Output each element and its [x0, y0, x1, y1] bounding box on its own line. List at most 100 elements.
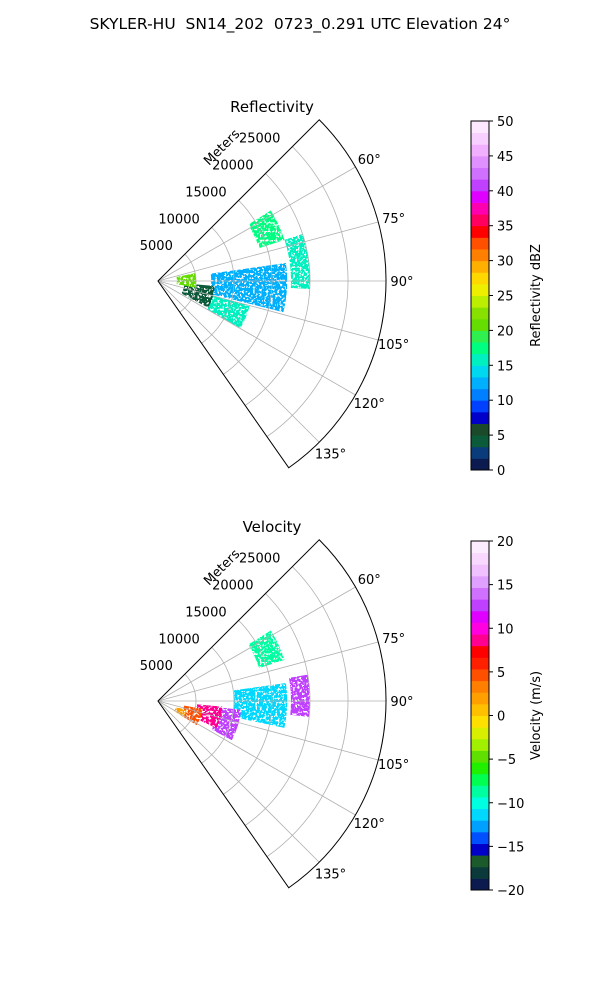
radial-tick-label: 10000 — [158, 212, 199, 227]
colorbar-segment — [471, 307, 489, 320]
angle-grid-line — [157, 700, 379, 761]
echo-region-near-west — [176, 273, 196, 288]
angle-grid-line — [157, 221, 379, 282]
echo-region-south-band — [207, 295, 250, 329]
angle-tick-label: 75° — [382, 632, 405, 647]
echo-region-east-band — [284, 234, 310, 289]
colorbar-segment — [471, 785, 489, 798]
colorbar-segment — [471, 610, 489, 623]
colorbar-segment — [471, 878, 489, 891]
velocity-colorbar-label: Velocity (m/s) — [529, 671, 544, 760]
colorbar-tick-label: −20 — [497, 884, 524, 899]
radial-tick-label: 5000 — [140, 239, 173, 254]
radial-grid-ring — [201, 226, 235, 344]
reflectivity-grid — [157, 146, 386, 443]
radial-grid-ring — [266, 566, 349, 857]
colorbar-segment — [471, 190, 489, 203]
echo-region-north-band — [248, 630, 285, 669]
angle-tick-label: 135° — [315, 868, 346, 883]
colorbar-tick-label: 50 — [497, 115, 514, 130]
colorbar-segment — [471, 866, 489, 879]
reflectivity-angle-ticks: 60° 75° 90° 105° 120° 135° — [315, 153, 414, 462]
angle-tick-label: 105° — [378, 338, 409, 353]
radial-grid-ring — [223, 200, 273, 375]
colorbar-segment — [471, 668, 489, 682]
colorbar-segment — [471, 353, 489, 366]
velocity-echoes — [174, 630, 310, 741]
colorbar-segment — [471, 645, 489, 658]
velocity-grid — [157, 566, 386, 863]
angle-grid-line — [157, 280, 356, 396]
colorbar-segment — [471, 796, 489, 810]
angle-tick-label: 105° — [378, 758, 409, 773]
colorbar-tick-label: 45 — [497, 150, 514, 165]
angle-tick-label: 60° — [358, 153, 381, 168]
radial-tick-label: 20000 — [212, 159, 253, 174]
reflectivity-colorbar: 0 5 10 15 20 25 30 35 40 45 50 — [470, 115, 514, 479]
colorbar-segment — [471, 808, 489, 821]
colorbar-tick-label: 20 — [497, 324, 514, 339]
colorbar-segment — [471, 330, 489, 343]
angle-tick-label: 120° — [354, 817, 385, 832]
colorbar-segment — [471, 773, 489, 786]
colorbar-tick-label: −15 — [497, 840, 524, 855]
colorbar-tick-label: −10 — [497, 797, 524, 812]
colorbar-segment — [471, 727, 489, 740]
reflectivity-echoes — [176, 210, 310, 329]
colorbar-tick-label: 35 — [497, 220, 514, 235]
colorbar-segment — [471, 121, 489, 134]
colorbar-segment — [471, 703, 489, 716]
colorbar-segment — [471, 435, 489, 448]
colorbar-segment — [471, 179, 489, 192]
echo-region-central-band — [232, 683, 288, 728]
radial-tick-label: 25000 — [239, 132, 280, 147]
radial-tick-label: 10000 — [158, 632, 199, 647]
colorbar-segment — [471, 820, 489, 833]
colorbar-segment — [471, 599, 489, 612]
colorbar-segment — [471, 365, 489, 378]
colorbar-segment — [471, 295, 489, 308]
radial-grid-ring — [244, 173, 311, 406]
angle-tick-label: 90° — [390, 695, 413, 710]
colorbar-segment — [471, 750, 489, 763]
radial-grid-ring — [223, 620, 273, 795]
colorbar-segment — [471, 132, 489, 145]
colorbar-segment — [471, 260, 489, 273]
angle-tick-label: 60° — [358, 573, 381, 588]
colorbar-tick-label: 20 — [497, 535, 514, 550]
colorbar-tick-label: 10 — [497, 622, 514, 637]
velocity-title: Velocity — [243, 518, 302, 536]
colorbar-segment — [471, 167, 489, 180]
colorbar-segment — [471, 564, 489, 577]
angle-tick-label: 135° — [315, 448, 346, 463]
reflectivity-frame — [157, 119, 387, 469]
colorbar-segment — [471, 458, 489, 471]
reflectivity-radial-ticks: 5000 10000 15000 20000 25000 — [140, 132, 281, 254]
colorbar-tick-label: 30 — [497, 255, 514, 270]
reflectivity-colorbar-label: Reflectivity dBZ — [529, 244, 544, 347]
colorbar-segment — [471, 634, 489, 647]
radial-tick-label: 25000 — [239, 552, 280, 567]
radial-tick-label: 15000 — [185, 605, 226, 620]
colorbar-tick-label: 15 — [497, 579, 514, 594]
angle-tick-label: 90° — [390, 275, 413, 290]
radial-tick-label: 20000 — [212, 579, 253, 594]
angle-grid-line — [157, 586, 356, 702]
velocity-radial-ticks: 5000 10000 15000 20000 25000 — [140, 552, 281, 674]
angle-grid-line — [157, 700, 320, 863]
radial-tick-label: 5000 — [140, 659, 173, 674]
colorbar-tick-label: 15 — [497, 359, 514, 374]
colorbar-segment — [471, 400, 489, 413]
colorbar-segment — [471, 622, 489, 635]
colorbar-segment — [471, 715, 489, 728]
colorbar-segment — [471, 202, 489, 215]
colorbar-tick-label: 5 — [497, 666, 505, 681]
colorbar-segment — [471, 155, 489, 169]
velocity-colorbar: −20 −15 −10 −5 0 5 10 15 20 — [470, 535, 524, 899]
colorbar-segment — [471, 388, 489, 401]
figure-title: SKYLER-HU SN14_202 0723_0.291 UTC Elevat… — [89, 15, 511, 33]
colorbar-segment — [471, 248, 489, 262]
angle-tick-label: 75° — [382, 212, 405, 227]
colorbar-segment — [471, 587, 489, 600]
